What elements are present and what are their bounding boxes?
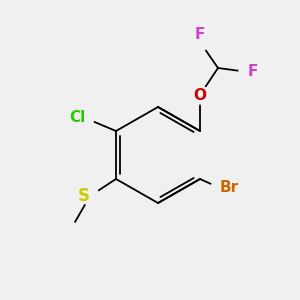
- Circle shape: [81, 187, 99, 205]
- Circle shape: [191, 33, 209, 51]
- Text: F: F: [195, 27, 205, 42]
- Circle shape: [76, 109, 94, 127]
- Circle shape: [239, 63, 257, 81]
- Text: Br: Br: [220, 181, 239, 196]
- Text: S: S: [78, 187, 90, 205]
- Circle shape: [191, 86, 209, 104]
- Text: F: F: [248, 64, 258, 80]
- Text: Cl: Cl: [69, 110, 85, 125]
- Circle shape: [211, 179, 229, 197]
- Text: O: O: [194, 88, 206, 103]
